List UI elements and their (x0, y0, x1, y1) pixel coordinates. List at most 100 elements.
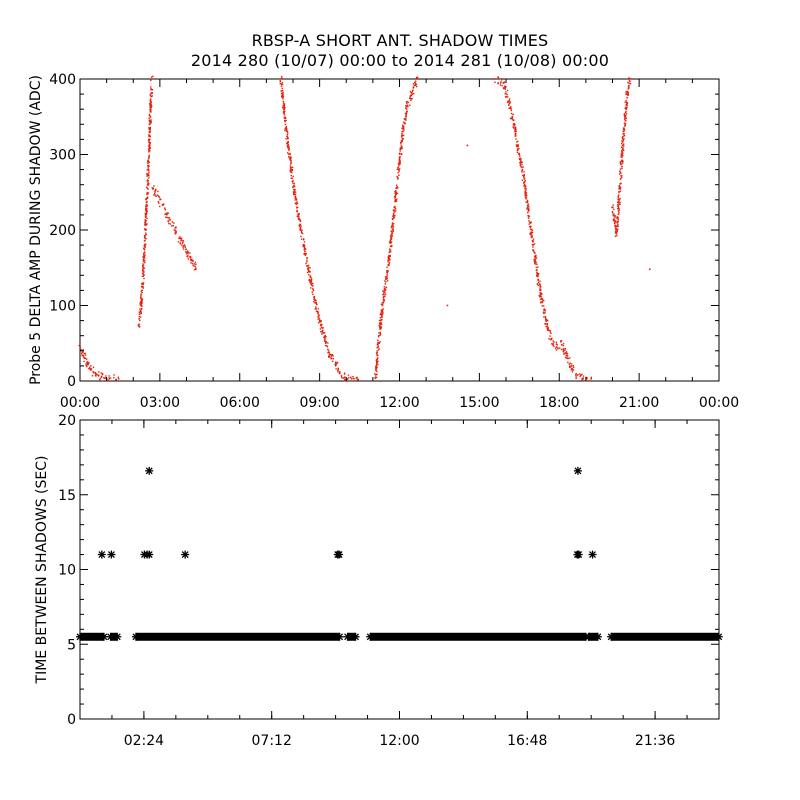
data-point (149, 101, 152, 103)
asterisk-stroke (100, 633, 108, 641)
data-point (619, 183, 621, 185)
data-point (142, 282, 145, 284)
data-point (324, 338, 326, 341)
data-point (143, 257, 146, 259)
data-point (564, 347, 567, 350)
data-point (382, 297, 385, 299)
data-point (292, 182, 294, 184)
data-point (141, 289, 144, 292)
data-point (507, 100, 509, 102)
data-point (399, 156, 401, 158)
data-point (390, 230, 392, 232)
data-point (283, 106, 285, 109)
data-point (385, 278, 387, 280)
data-point (565, 352, 567, 355)
data-point (142, 268, 144, 271)
data-point (513, 123, 515, 126)
data-point (527, 203, 530, 205)
data-point (287, 153, 290, 155)
data-point (291, 169, 293, 172)
data-point (306, 271, 309, 274)
data-point (284, 127, 286, 130)
data-point (525, 201, 527, 203)
asterisk-point (574, 550, 583, 559)
data-point (285, 119, 287, 122)
data-point (386, 275, 388, 277)
data-point (414, 81, 416, 84)
data-point (616, 234, 618, 237)
data-point (173, 229, 175, 231)
data-point (535, 261, 537, 264)
data-point (144, 212, 147, 215)
data-point (139, 308, 141, 310)
data-point (288, 155, 290, 158)
data-point (410, 99, 412, 101)
data-point (291, 180, 294, 183)
data-point (324, 340, 326, 342)
data-point (546, 318, 548, 321)
data-point (149, 102, 151, 105)
data-point (378, 319, 381, 322)
data-point (620, 176, 623, 179)
data-point (526, 200, 529, 203)
data-point (280, 85, 283, 87)
data-point (617, 200, 620, 203)
data-point (283, 114, 286, 116)
data-point (395, 184, 398, 186)
data-point (113, 374, 115, 376)
data-point (384, 292, 386, 294)
data-point (280, 78, 282, 80)
data-point (391, 245, 393, 247)
data-point (321, 330, 323, 332)
data-point (382, 302, 385, 304)
data-point (143, 244, 146, 247)
bottom-y-tick-label: 20 (58, 413, 76, 429)
data-point (531, 235, 533, 237)
data-point (181, 244, 183, 246)
data-point (150, 76, 153, 78)
data-point (510, 117, 512, 120)
data-point (617, 220, 620, 222)
data-point (140, 301, 142, 303)
data-point (563, 352, 565, 354)
data-point (515, 132, 517, 135)
data-point (521, 161, 523, 163)
data-point (376, 350, 378, 352)
data-point (109, 377, 112, 379)
asterisk-stroke (145, 551, 153, 559)
data-point (81, 354, 84, 357)
data-point (145, 210, 147, 212)
data-point (148, 157, 150, 160)
data-point (95, 375, 97, 377)
data-point (539, 298, 542, 300)
data-point (287, 152, 289, 154)
data-point (403, 127, 405, 130)
data-point (380, 311, 382, 313)
data-point (520, 158, 522, 160)
data-point (409, 104, 411, 106)
data-point (143, 228, 146, 230)
data-point (298, 224, 300, 227)
data-point (286, 144, 289, 147)
data-point (285, 128, 288, 130)
data-point (142, 266, 144, 269)
data-point (539, 284, 541, 287)
data-point (539, 289, 542, 292)
data-point (389, 259, 391, 261)
data-point (624, 115, 626, 117)
data-point (291, 186, 294, 188)
data-point (506, 101, 509, 104)
data-point (560, 348, 563, 351)
data-point (344, 378, 346, 380)
data-point (160, 198, 162, 200)
data-point (281, 95, 284, 98)
asterisk-point (145, 550, 154, 559)
data-point (375, 369, 377, 372)
data-point (621, 151, 624, 153)
data-point (388, 255, 390, 257)
data-point (622, 138, 624, 141)
data-point (177, 241, 180, 243)
data-point (548, 329, 550, 332)
data-point (392, 224, 394, 227)
data-point (540, 297, 543, 300)
